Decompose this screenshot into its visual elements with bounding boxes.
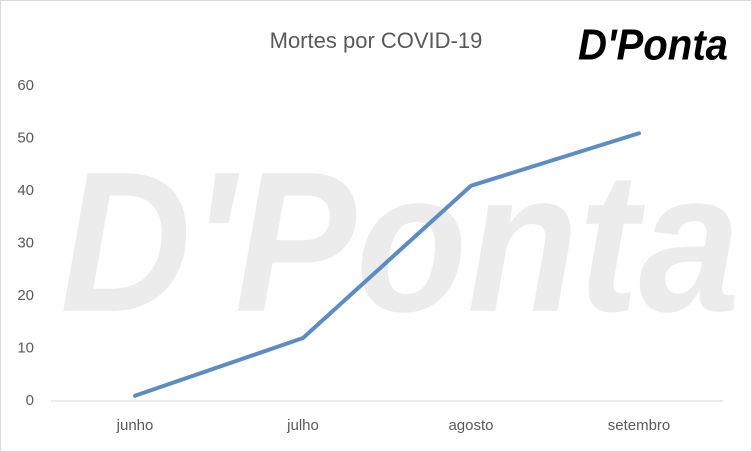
watermark: D'Ponta xyxy=(60,131,740,354)
data-line xyxy=(133,131,641,398)
x-tick-label: setembro xyxy=(608,417,671,434)
logo: D'Ponta xyxy=(578,21,728,70)
y-tick-label: 0 xyxy=(26,392,34,409)
x-tick-label: junho xyxy=(116,417,154,434)
x-tick-label: julho xyxy=(286,417,319,434)
chart-title: Mortes por COVID-19 xyxy=(270,28,483,53)
y-tick-label: 10 xyxy=(17,339,34,356)
y-tick-label: 40 xyxy=(17,182,34,199)
y-tick-label: 60 xyxy=(17,77,34,94)
x-tick-label: agosto xyxy=(448,417,493,434)
y-tick-label: 30 xyxy=(17,234,34,251)
y-tick-label: 20 xyxy=(17,287,34,304)
y-tick-label: 50 xyxy=(17,129,34,146)
